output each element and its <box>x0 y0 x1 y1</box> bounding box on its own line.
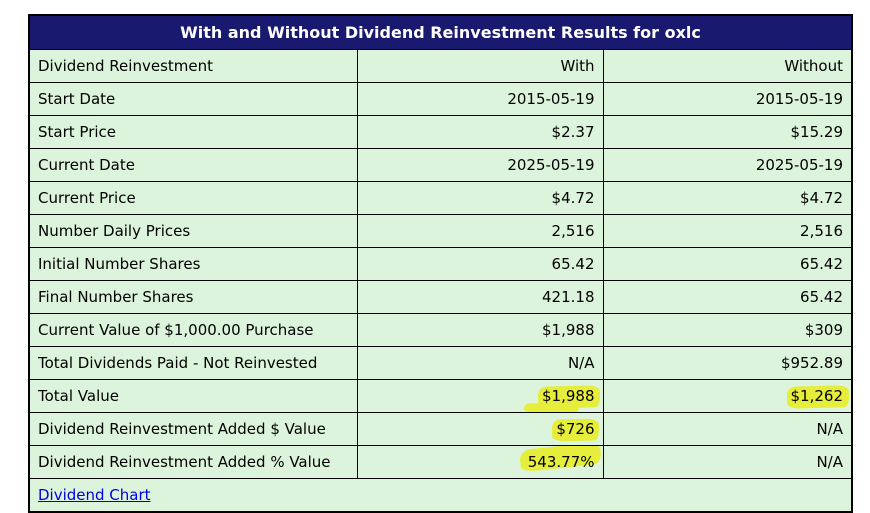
title-row: With and Without Dividend Reinvestment R… <box>28 14 853 50</box>
table-row-total-value: Total Value $1,988 $1,262 <box>28 379 853 413</box>
column-header-label: Dividend Reinvestment <box>28 49 358 83</box>
with-value-cell: 2025-05-19 <box>356 148 604 182</box>
column-header-row: Dividend Reinvestment With Without <box>28 49 853 83</box>
table-row: Current Value of $1,000.00 Purchase $1,9… <box>28 313 853 347</box>
without-value-cell: 65.42 <box>602 247 853 281</box>
without-value-cell: N/A <box>602 412 853 446</box>
with-value-cell: 543.77% <box>356 445 604 479</box>
row-label-cell: Current Date <box>28 148 358 182</box>
row-label-cell: Final Number Shares <box>28 280 358 314</box>
without-value-cell: $952.89 <box>602 346 853 380</box>
table-row: Total Dividends Paid - Not Reinvested N/… <box>28 346 853 380</box>
table-row: Start Price $2.37 $15.29 <box>28 115 853 149</box>
row-label-cell: Initial Number Shares <box>28 247 358 281</box>
table-row: Current Date 2025-05-19 2025-05-19 <box>28 148 853 182</box>
row-label-cell: Current Value of $1,000.00 Purchase <box>28 313 358 347</box>
without-value-cell: 2015-05-19 <box>602 82 853 116</box>
row-label-cell: Dividend Reinvestment Added % Value <box>28 445 358 479</box>
without-value-cell: $15.29 <box>602 115 853 149</box>
row-label-cell: Total Value <box>28 379 358 413</box>
without-value-cell: $309 <box>602 313 853 347</box>
dividend-chart-link[interactable]: Dividend Chart <box>38 486 151 504</box>
without-value-cell: N/A <box>602 445 853 479</box>
highlight-marker: $726 <box>556 420 595 438</box>
table-row: Initial Number Shares 65.42 65.42 <box>28 247 853 281</box>
with-value-cell: 421.18 <box>356 280 604 314</box>
highlight-marker: $1,988 <box>542 387 595 405</box>
with-value-cell: $1,988 <box>356 313 604 347</box>
table-row-added-dollar-value: Dividend Reinvestment Added $ Value $726… <box>28 412 853 446</box>
column-header-without: Without <box>602 49 853 83</box>
with-value-cell: $726 <box>356 412 604 446</box>
without-value-cell: $4.72 <box>602 181 853 215</box>
link-cell: Dividend Chart <box>28 478 853 513</box>
with-value-cell: $1,988 <box>356 379 604 413</box>
table-title: With and Without Dividend Reinvestment R… <box>28 14 853 50</box>
table-row: Start Date 2015-05-19 2015-05-19 <box>28 82 853 116</box>
row-label-cell: Start Date <box>28 82 358 116</box>
row-label-cell: Total Dividends Paid - Not Reinvested <box>28 346 358 380</box>
without-value-cell: 65.42 <box>602 280 853 314</box>
highlight-marker: $1,262 <box>790 387 844 405</box>
without-value-cell: 2,516 <box>602 214 853 248</box>
link-row: Dividend Chart <box>28 478 853 513</box>
table-row: Final Number Shares 421.18 65.42 <box>28 280 853 314</box>
without-value-cell: $1,262 <box>602 379 853 413</box>
column-header-with: With <box>356 49 604 83</box>
row-label-cell: Start Price <box>28 115 358 149</box>
without-value-cell: 2025-05-19 <box>602 148 853 182</box>
table-row: Number Daily Prices 2,516 2,516 <box>28 214 853 248</box>
with-value-cell: 65.42 <box>356 247 604 281</box>
with-value-cell: 2015-05-19 <box>356 82 604 116</box>
highlight-marker: 543.77% <box>527 453 595 471</box>
dividend-results-table: With and Without Dividend Reinvestment R… <box>28 14 853 513</box>
with-value-cell: $2.37 <box>356 115 604 149</box>
row-label-cell: Dividend Reinvestment Added $ Value <box>28 412 358 446</box>
table-row-added-percent-value: Dividend Reinvestment Added % Value 543.… <box>28 445 853 479</box>
table-row: Current Price $4.72 $4.72 <box>28 181 853 215</box>
with-value-cell: $4.72 <box>356 181 604 215</box>
row-label-cell: Current Price <box>28 181 358 215</box>
with-value-cell: 2,516 <box>356 214 604 248</box>
row-label-cell: Number Daily Prices <box>28 214 358 248</box>
with-value-cell: N/A <box>356 346 604 380</box>
